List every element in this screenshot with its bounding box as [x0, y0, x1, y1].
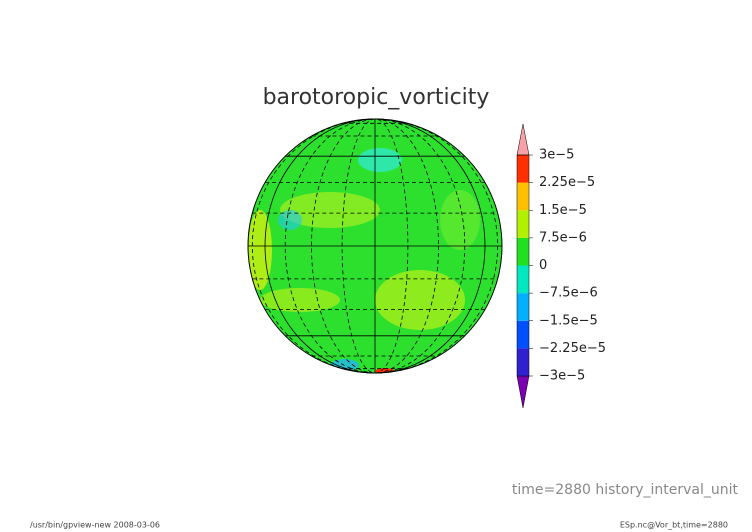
globe — [247, 118, 503, 374]
colorbar-label: 7.5e−6 — [539, 230, 587, 245]
colorbar-label: 2.25e−5 — [539, 175, 595, 190]
colorbar-segment — [517, 265, 529, 294]
footer-right: ESp.nc@Vor_bt,time=2880 — [620, 521, 728, 530]
colorbar-label: 1.5e−5 — [539, 203, 587, 218]
colorbar-label: 0 — [539, 258, 547, 273]
footer-left: /usr/bin/gpview-new 2008-03-06 — [30, 521, 160, 530]
colorbar-segment — [517, 155, 529, 183]
colorbar-label: −3e−5 — [539, 369, 585, 384]
globe-outline — [247, 118, 503, 374]
colorbar-label: −2.25e−5 — [539, 341, 606, 356]
colorbar-extension — [516, 375, 530, 409]
colorbar-extension — [516, 123, 530, 156]
colorbar: −3e−5 −2.25e−5 −1.5e−5 −7.5e−6 0 7.5e−6 1.5e−5… — [516, 123, 606, 409]
colorbar-segment — [517, 210, 529, 238]
colorbar-label: −1.5e−5 — [539, 313, 598, 328]
colorbar-segment — [517, 293, 529, 321]
colorbar-segment — [517, 320, 529, 349]
colorbar-segment — [517, 182, 529, 211]
colorbar-label: 3e−5 — [539, 148, 574, 163]
chart-title: barotoropic_vorticity — [263, 85, 490, 110]
subtitle: time=2880 history_interval_unit — [512, 482, 739, 498]
colorbar-segment — [517, 348, 529, 376]
colorbar-segment — [517, 237, 529, 266]
colorbar-label: −7.5e−6 — [539, 286, 598, 301]
